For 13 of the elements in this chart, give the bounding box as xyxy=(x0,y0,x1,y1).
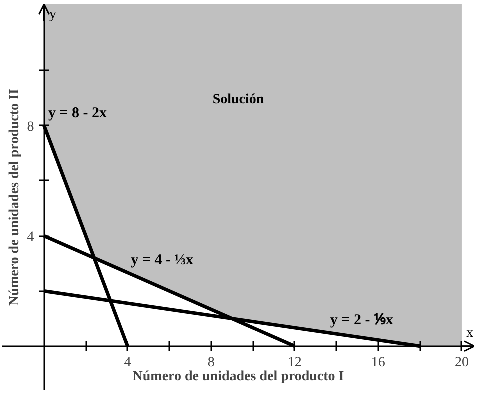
y-axis-title: Número de unidades del producto II xyxy=(8,89,22,306)
series-label: y = 8 - 2x xyxy=(48,106,108,122)
annotation: Solución xyxy=(212,92,264,108)
x-tick-label: 4 xyxy=(124,355,132,370)
x-tick-label: 12 xyxy=(288,355,302,370)
x-axis-title: Número de unidades del producto I xyxy=(132,370,344,384)
x-tick-label: 8 xyxy=(208,355,215,370)
annotation: x xyxy=(466,326,474,341)
x-tick-label: 16 xyxy=(371,355,386,370)
series-label: y = 2 - ⅑x xyxy=(330,312,394,328)
series-label: y = 4 - ⅓x xyxy=(131,252,194,268)
x-tick-label: 20 xyxy=(454,355,469,370)
annotation: y xyxy=(49,7,56,22)
